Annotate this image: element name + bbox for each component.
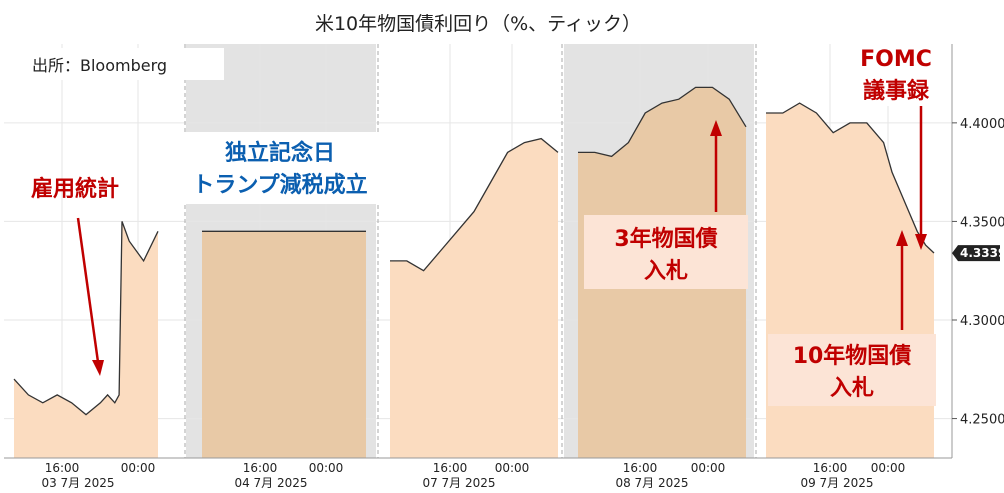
holiday-label-line2: トランプ減税成立 (192, 172, 367, 198)
auction-10y-line1: 10年物国債 (793, 343, 912, 369)
auction-10y-line2: 入札 (830, 376, 874, 401)
x-tick-date-2: 04 7月 2025 (234, 476, 307, 490)
series-area-3 (390, 138, 558, 458)
last-value-label: 4.3339 (960, 246, 1004, 260)
auction-10y-arrowhead (896, 230, 908, 246)
session-dividers (184, 44, 757, 458)
auction-10y-box (768, 334, 936, 406)
source-label: 出所：Bloomberg (32, 56, 167, 75)
y-tick-label-2: 4.3500 (960, 215, 1004, 230)
series-line-5 (766, 102, 935, 254)
jobs-report-label: 雇用統計 (31, 176, 119, 202)
x-tick-time-2-1: 16:00 (243, 461, 278, 475)
x-tick-time-3-1: 16:00 (433, 461, 468, 475)
fomc-label-line1: FOMC (860, 47, 932, 72)
fomc-annotation: FOMC 議事録 (848, 40, 942, 250)
jobs-report-arrowhead (92, 360, 104, 376)
series-lines (13, 86, 935, 416)
auction-3y-box (584, 215, 748, 289)
x-tick-date-5: 09 7月 2025 (800, 476, 873, 490)
auction-10y-annotation: 10年物国債 入札 (768, 230, 936, 406)
jobs-report-annotation: 雇用統計 (31, 176, 119, 376)
jobs-report-arrow (76, 217, 100, 363)
x-tick-date-3: 07 7月 2025 (422, 476, 495, 490)
y-tick-label-1: 4.4000 (960, 117, 1004, 132)
source-box (22, 48, 224, 80)
x-tick-time-4-1: 16:00 (623, 461, 658, 475)
last-value-tag (952, 245, 1000, 262)
fomc-label-box (848, 40, 942, 106)
x-tick-time-1-2: 00:00 (121, 461, 156, 475)
auction-3y-line1: 3年物国債 (614, 226, 717, 252)
holiday-label-box (178, 132, 384, 204)
series-area-2 (202, 231, 366, 458)
fomc-arrowhead (915, 234, 927, 250)
x-tick-time-4-2: 00:00 (691, 461, 726, 475)
auction-3y-arrowhead (710, 120, 722, 136)
x-tick-time-5-2: 00:00 (871, 461, 906, 475)
fomc-label-line2: 議事録 (863, 78, 930, 104)
auction-3y-line2: 入札 (644, 259, 688, 284)
series-line-3 (390, 137, 559, 272)
series-line-4 (578, 86, 747, 158)
y-tick-label-3: 4.3000 (960, 314, 1004, 329)
holiday-annotation: 独立記念日 トランプ減税成立 (178, 132, 384, 204)
x-tick-time-1-1: 16:00 (45, 461, 80, 475)
x-tick-time-5-1: 16:00 (813, 461, 848, 475)
y-axis: 4.4000 4.3500 4.3000 4.2500 (951, 44, 1004, 458)
chart-title: 米10年物国債利回り（%、ティック） (315, 13, 641, 35)
x-tick-time-3-2: 00:00 (495, 461, 530, 475)
x-tick-time-2-2: 00:00 (309, 461, 344, 475)
x-tick-date-1: 03 7月 2025 (41, 476, 114, 490)
last-value-marker: 4.3339 (952, 245, 1004, 262)
x-tick-date-4: 08 7月 2025 (615, 476, 688, 490)
series-line-1 (13, 221, 159, 416)
y-tick-label-4: 4.2500 (960, 413, 1004, 428)
auction-3y-annotation: 3年物国債 入札 (584, 120, 748, 289)
holiday-label-line1: 独立記念日 (225, 140, 335, 166)
